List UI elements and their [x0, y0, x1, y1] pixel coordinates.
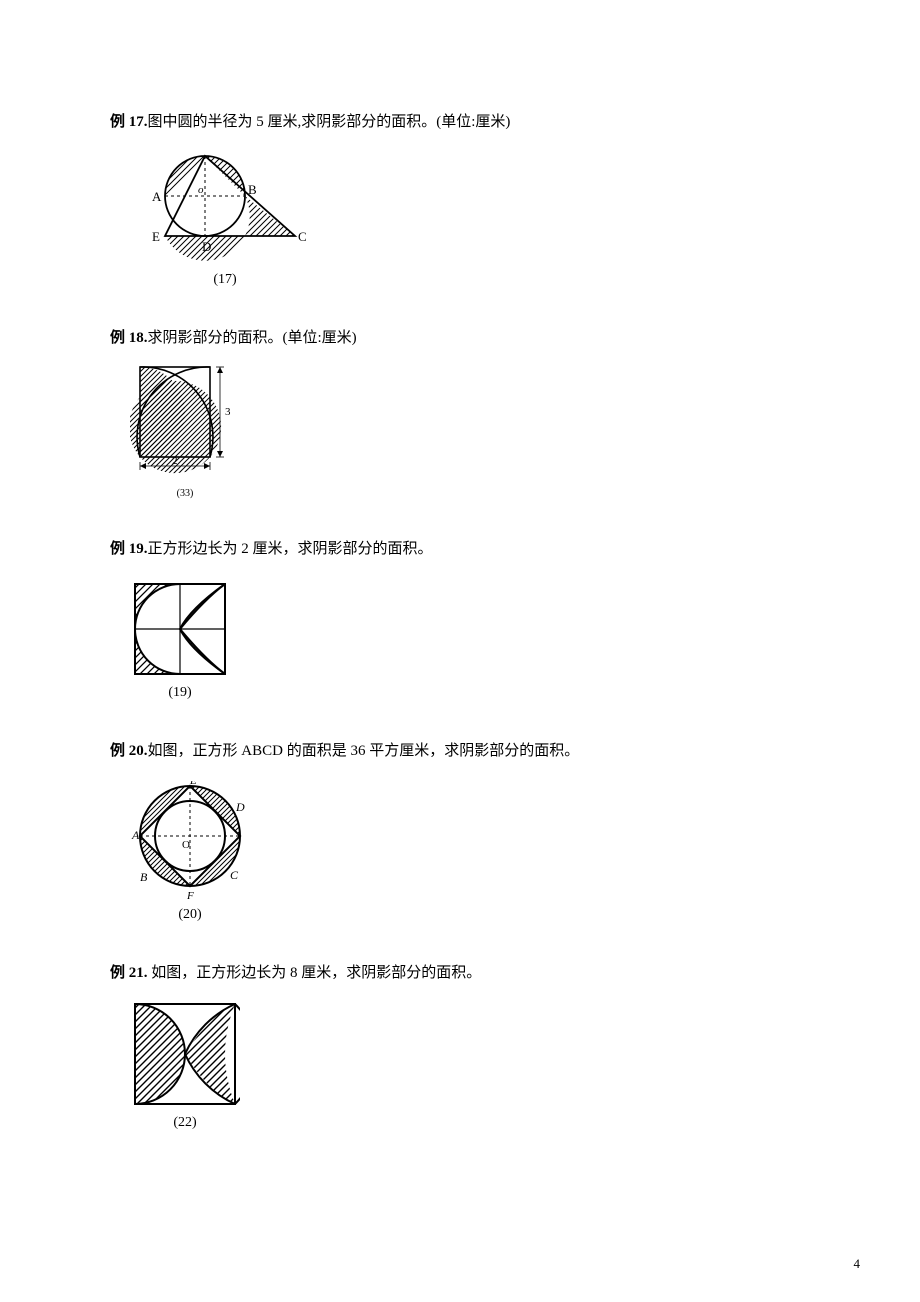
- fig17-label-E: E: [152, 229, 160, 244]
- figure-19-caption: (19): [130, 685, 230, 701]
- problem-17-body: 图中圆的半径为 5 厘米,求阴影部分的面积。(单位:厘米): [148, 114, 511, 130]
- problem-19: 例 19.正方形边长为 2 厘米，求阴影部分的面积。: [110, 537, 810, 701]
- figure-17-caption: (17): [130, 272, 320, 288]
- problem-17-label: 例 17.: [110, 114, 148, 130]
- problem-20-text: 例 20.如图，正方形 ABCD 的面积是 36 平方厘米，求阴影部分的面积。: [110, 739, 810, 763]
- fig20-O: O: [182, 839, 190, 851]
- figure-17-wrap: A B C D E o (17): [130, 146, 320, 288]
- figure-20-caption: (20): [130, 907, 250, 923]
- fig17-label-B: B: [248, 182, 257, 197]
- figure-19: [130, 579, 230, 679]
- page-number: 4: [854, 1256, 861, 1272]
- problem-21-body: 如图，正方形边长为 8 厘米，求阴影部分的面积。: [148, 965, 482, 981]
- problem-17: 例 17.图中圆的半径为 5 厘米,求阴影部分的面积。(单位:厘米): [110, 110, 810, 288]
- fig17-label-D: D: [202, 239, 211, 254]
- problem-20-label: 例 20.: [110, 743, 148, 759]
- figure-20-wrap: A D C B E F O (20): [130, 781, 250, 923]
- fig20-C: C: [230, 868, 239, 882]
- figure-19-wrap: (19): [130, 579, 230, 701]
- problem-18-text: 例 18.求阴影部分的面积。(单位:厘米): [110, 326, 810, 350]
- figure-18: 2 3: [130, 362, 240, 482]
- fig20-A: A: [131, 828, 140, 842]
- fig20-F: F: [186, 890, 194, 901]
- fig20-D: D: [235, 800, 245, 814]
- figure-21-wrap: (22): [130, 999, 240, 1131]
- problem-21: 例 21. 如图，正方形边长为 8 厘米，求阴影部分的面积。: [110, 961, 810, 1131]
- problem-17-text: 例 17.图中圆的半径为 5 厘米,求阴影部分的面积。(单位:厘米): [110, 110, 810, 134]
- page: 例 17.图中圆的半径为 5 厘米,求阴影部分的面积。(单位:厘米): [0, 0, 920, 1302]
- problem-20-body: 如图，正方形 ABCD 的面积是 36 平方厘米，求阴影部分的面积。: [148, 743, 580, 759]
- figure-17: A B C D E o: [130, 146, 320, 266]
- problem-20: 例 20.如图，正方形 ABCD 的面积是 36 平方厘米，求阴影部分的面积。: [110, 739, 810, 923]
- figure-21: [130, 999, 240, 1109]
- fig17-label-C: C: [298, 229, 307, 244]
- problem-18: 例 18.求阴影部分的面积。(单位:厘米): [110, 326, 810, 499]
- problem-21-label: 例 21.: [110, 965, 148, 981]
- problem-19-text: 例 19.正方形边长为 2 厘米，求阴影部分的面积。: [110, 537, 810, 561]
- fig17-label-A: A: [152, 189, 162, 204]
- figure-18-caption: (33): [130, 488, 240, 499]
- figure-20: A D C B E F O: [130, 781, 250, 901]
- figure-18-wrap: 2 3 (33): [130, 362, 240, 499]
- problem-18-label: 例 18.: [110, 330, 148, 346]
- fig20-E: E: [189, 781, 197, 787]
- fig20-B: B: [140, 870, 148, 884]
- problem-21-text: 例 21. 如图，正方形边长为 8 厘米，求阴影部分的面积。: [110, 961, 810, 985]
- figure-21-caption: (22): [130, 1115, 240, 1131]
- problem-18-body: 求阴影部分的面积。(单位:厘米): [148, 330, 357, 346]
- fig18-dimy: 3: [225, 406, 231, 418]
- problem-19-label: 例 19.: [110, 541, 148, 557]
- fig18-dimx: 2: [172, 455, 178, 467]
- problem-19-body: 正方形边长为 2 厘米，求阴影部分的面积。: [148, 541, 433, 557]
- fig17-label-O: o: [198, 184, 204, 196]
